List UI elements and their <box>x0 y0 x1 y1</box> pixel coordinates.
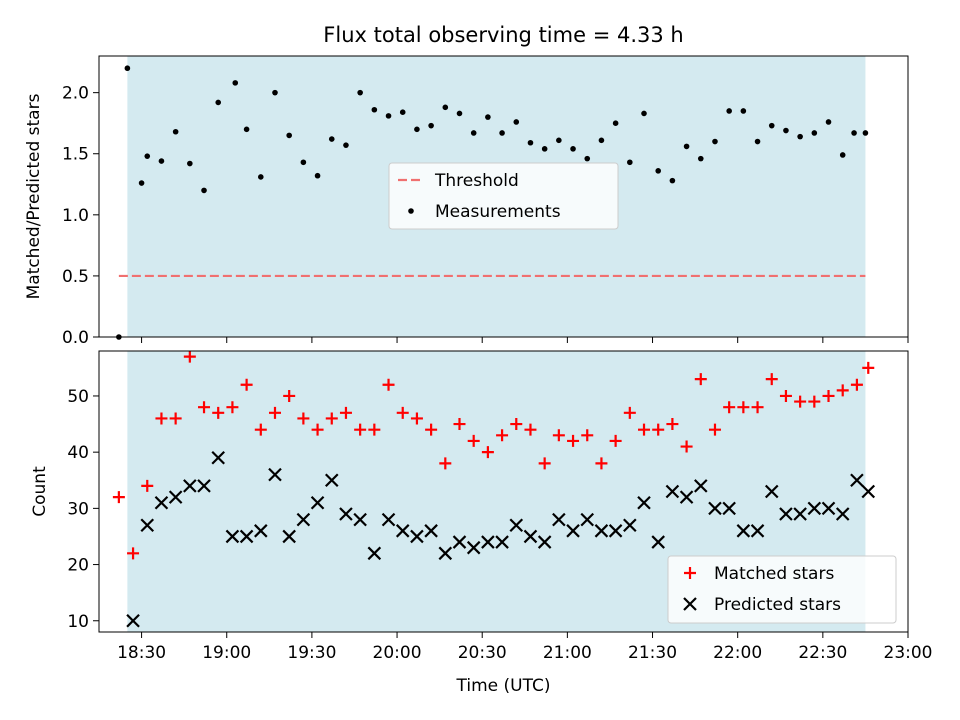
measurement-point <box>797 134 803 140</box>
measurement-point <box>485 114 491 120</box>
measurement-point <box>443 105 449 111</box>
measurement-point <box>400 109 406 115</box>
measurement-point <box>627 159 633 165</box>
measurement-point <box>386 113 392 119</box>
measurement-point <box>641 111 647 117</box>
x-tick-label: 21:00 <box>543 643 592 663</box>
measurement-point <box>670 178 676 184</box>
measurement-point <box>513 119 519 125</box>
measurement-point <box>584 156 590 162</box>
legend: Threshold Measurements <box>389 163 618 229</box>
measurement-point <box>741 108 747 114</box>
measurement-point <box>329 136 335 142</box>
x-tick-label: 18:30 <box>117 643 166 663</box>
x-tick-label: 20:30 <box>458 643 507 663</box>
x-tick-label: 20:00 <box>373 643 422 663</box>
y-tick-label: 0.0 <box>62 328 89 348</box>
measurement-point <box>528 140 534 146</box>
measurement-point <box>863 130 869 136</box>
x-tick-label: 19:30 <box>287 643 336 663</box>
matched-stars-point <box>113 491 125 503</box>
measurement-point <box>826 119 832 125</box>
measurement-point <box>357 90 363 96</box>
measurement-point <box>840 152 846 158</box>
measurement-point <box>769 123 775 129</box>
measurement-point <box>272 90 278 96</box>
legend-label: Measurements <box>435 202 561 222</box>
measurement-point <box>812 130 818 136</box>
chart-title: Flux total observing time = 4.33 h <box>323 23 683 47</box>
measurement-point <box>655 168 661 174</box>
measurement-point <box>570 146 576 152</box>
legend-measurement-handle <box>408 208 414 214</box>
legend-label: Threshold <box>434 171 519 191</box>
measurement-point <box>599 138 605 144</box>
x-tick-label: 23:00 <box>884 643 933 663</box>
measurement-point <box>613 120 619 126</box>
bottom-panel: 10 20 30 40 50 18:30 19:00 19:30 20:00 20:30 21:00… <box>67 351 932 663</box>
measurement-point <box>125 65 131 71</box>
measurement-point <box>139 180 145 186</box>
measurement-point <box>851 130 857 136</box>
measurement-point <box>173 129 179 135</box>
x-tick-label: 22:30 <box>798 643 847 663</box>
legend-label: Matched stars <box>714 564 834 584</box>
measurement-point <box>315 173 321 179</box>
measurement-point <box>187 161 193 167</box>
x-tick-label: 22:00 <box>713 643 762 663</box>
measurement-point <box>144 153 150 159</box>
legend: Matched stars Predicted stars <box>668 556 896 623</box>
measurement-point <box>726 108 732 114</box>
measurement-point <box>457 111 463 117</box>
measurement-point <box>428 123 434 129</box>
legend-label: Predicted stars <box>714 595 841 615</box>
measurement-point <box>201 188 207 194</box>
y-tick-label: 0.5 <box>62 267 89 287</box>
y-tick-label: 1.0 <box>62 206 89 226</box>
figure: Flux total observing time = 4.33 h 0.00.… <box>0 0 960 720</box>
y-tick-label: 10 <box>67 612 89 632</box>
top-y-axis-label: Matched/Predicted stars <box>24 93 44 299</box>
measurement-point <box>556 138 562 144</box>
measurement-point <box>542 146 548 152</box>
measurement-point <box>301 159 307 165</box>
measurement-point <box>159 158 165 164</box>
x-tick-label: 21:30 <box>628 643 677 663</box>
measurement-point <box>215 100 221 106</box>
measurement-point <box>471 130 477 136</box>
measurement-point <box>414 127 420 133</box>
measurement-point <box>372 107 378 113</box>
measurement-point <box>684 144 690 150</box>
measurement-point <box>343 142 349 148</box>
measurement-point <box>286 133 292 139</box>
measurement-point <box>258 174 264 180</box>
measurement-point <box>499 130 505 136</box>
measurement-point <box>755 139 761 145</box>
y-tick-label: 20 <box>67 556 89 576</box>
y-tick-label: 40 <box>67 443 89 463</box>
bottom-y-axis-label: Count <box>30 466 50 517</box>
measurement-point <box>232 80 238 86</box>
y-tick-label: 50 <box>67 387 89 407</box>
y-tick-label: 1.5 <box>62 145 89 165</box>
x-tick-label: 19:00 <box>202 643 251 663</box>
measurement-point <box>712 139 718 145</box>
top-panel: 0.0 0.5 1.0 1.5 2.0 Threshold Measurements <box>62 56 908 348</box>
measurement-point <box>698 156 704 162</box>
y-tick-label: 2.0 <box>62 84 89 104</box>
measurement-point <box>244 127 250 133</box>
y-tick-label: 30 <box>67 499 89 519</box>
measurement-point <box>783 128 789 134</box>
x-axis-label: Time (UTC) <box>456 676 551 696</box>
